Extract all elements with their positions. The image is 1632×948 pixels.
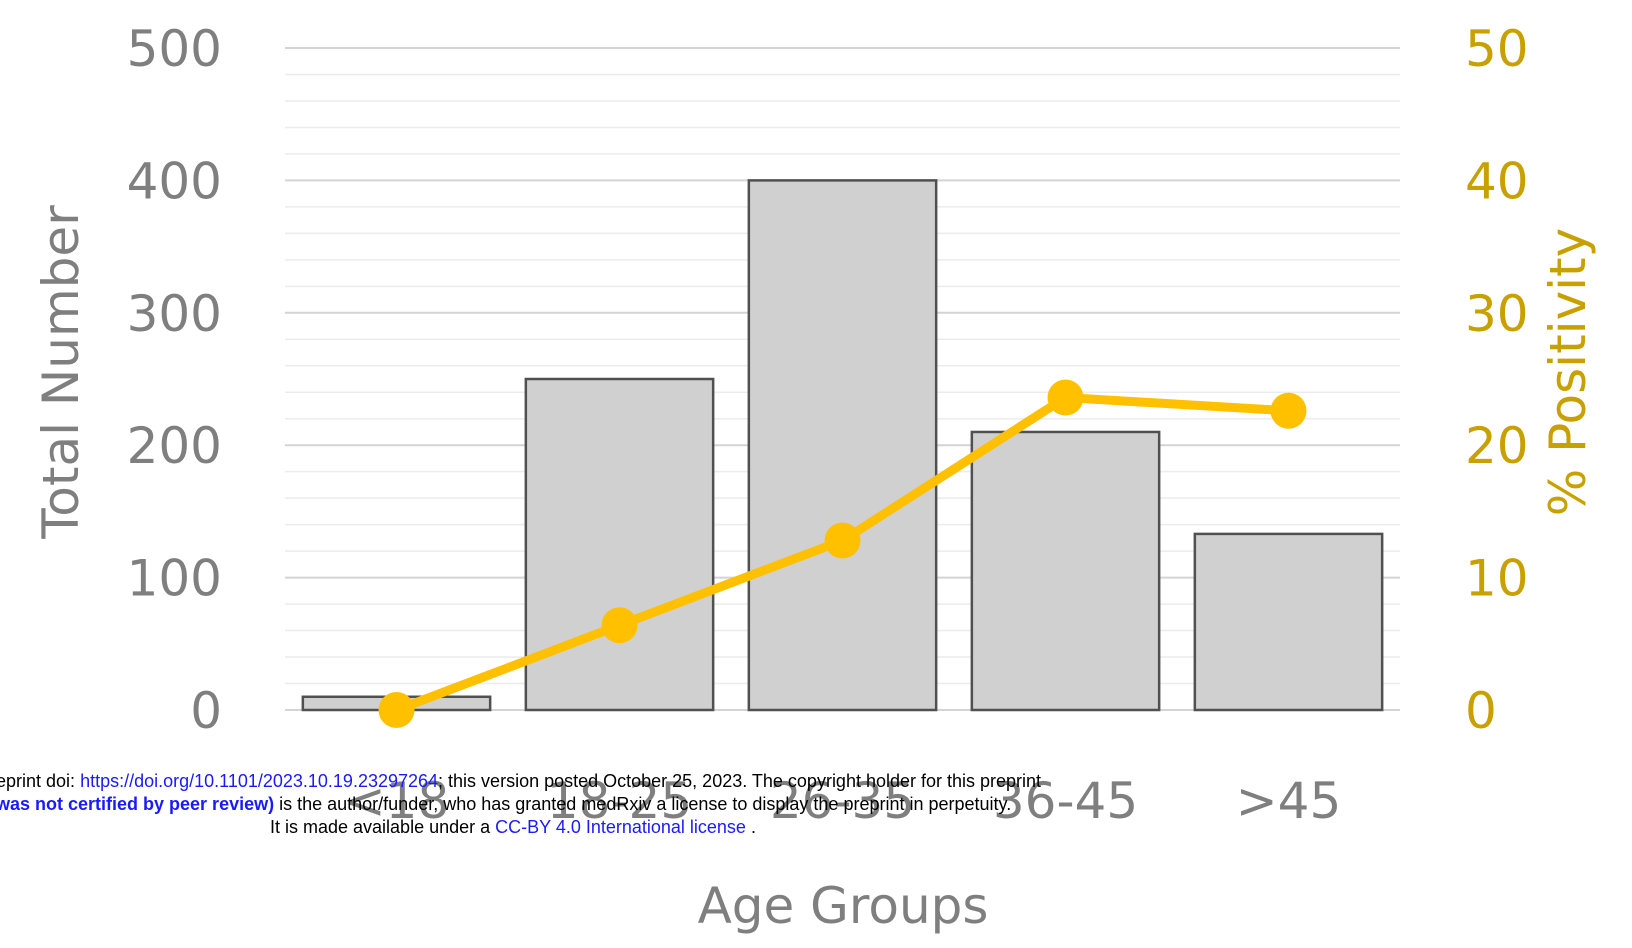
x-tick-label: 26-35 [770,772,915,830]
positivity-point-1 [601,607,638,644]
x-axis-title: Age Groups [698,877,989,935]
doi-link[interactable]: https://doi.org/10.1101/2023.10.19.23297… [80,771,439,791]
watermark-end: . [745,817,756,837]
positivity-line [378,379,1307,728]
watermark-suffix: ; this version posted October 25, 2023. … [438,771,1042,791]
watermark-prefix: eprint doi: [0,771,81,791]
bar-2 [747,179,938,712]
right-axis-ticks: 0 10 20 30 40 50 [1465,20,1529,740]
bar-3 [970,430,1161,712]
watermark-peer-review: was not certified by peer review) [0,794,275,814]
positivity-point-2 [824,522,861,559]
y-tick-label: 400 [127,152,222,210]
y2-tick-label: 20 [1465,417,1529,475]
x-tick-label: <18 [344,772,450,830]
y-tick-label: 200 [127,417,222,475]
y2-tick-label: 40 [1465,152,1529,210]
y-tick-label: 0 [190,682,222,740]
bars [301,179,1384,712]
x-axis-ticks: <18 18-25 26-35 36-45 >45 [344,772,1342,830]
y2-axis-title: % Positivity [1539,228,1597,516]
preprint-watermark-line2: was not certified by peer review) is the… [0,794,1628,815]
left-axis-ticks: 0 100 200 300 400 500 [127,20,222,740]
y2-tick-label: 0 [1465,682,1497,740]
positivity-point-0 [378,692,415,728]
license-link[interactable]: CC-BY 4.0 International license [495,817,746,837]
bar-4 [1193,532,1384,712]
preprint-watermark-line3: It is made available under a CC-BY 4.0 I… [270,817,1632,838]
y2-tick-label: 10 [1465,550,1529,608]
y-tick-label: 100 [127,550,222,608]
watermark-license-text: is the author/funder, who has granted me… [274,794,1012,814]
watermark-available: It is made available under a [270,817,496,837]
bar-1 [524,377,715,712]
y-tick-label: 500 [127,20,222,78]
preprint-watermark-line1: eprint doi: https://doi.org/10.1101/2023… [0,771,1628,792]
y-axis-title: Total Number [32,205,90,540]
y-tick-label: 300 [127,285,222,343]
x-tick-label: 36-45 [993,772,1138,830]
positivity-point-4 [1270,392,1307,429]
x-tick-label: 18-25 [547,772,692,830]
positivity-point-3 [1047,379,1084,416]
x-tick-label: >45 [1236,772,1342,830]
y2-tick-label: 30 [1465,285,1529,343]
y2-tick-label: 50 [1465,20,1529,78]
